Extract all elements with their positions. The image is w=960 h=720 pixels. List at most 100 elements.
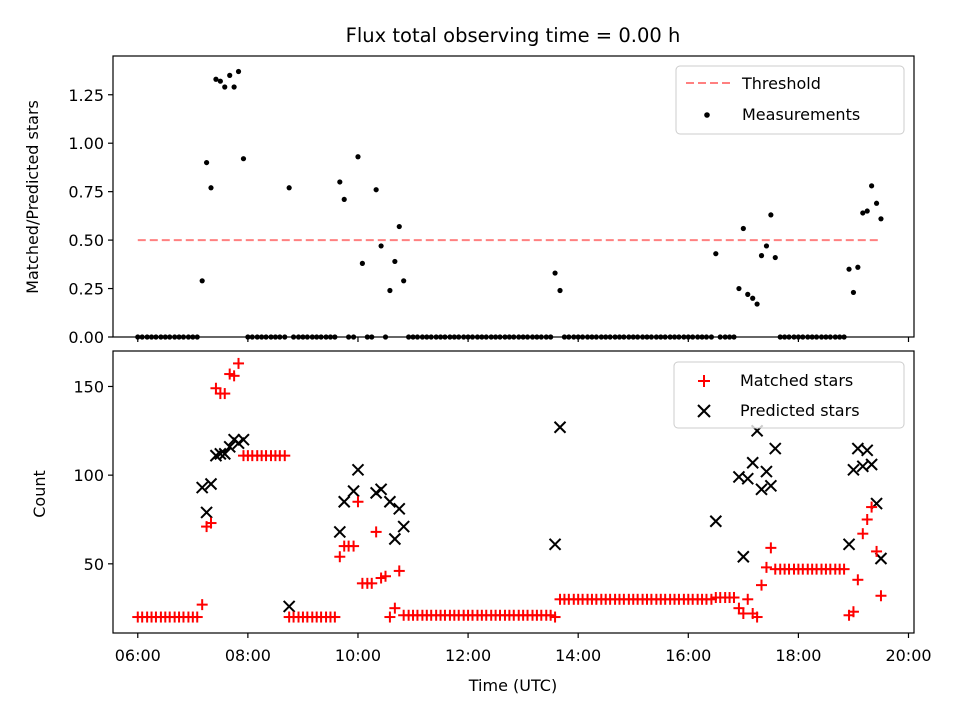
bottom-panel: 50 100 150 06:00 08:00 10:00 12:00 14:00 16:00 18… [30, 350, 932, 695]
x-tick-label: 08:00 [225, 646, 271, 665]
top-y-tick-label: 0.25 [68, 280, 104, 299]
measurement-point [557, 287, 563, 294]
matched-star-point [393, 565, 405, 577]
legend-predicted-label: Predicted stars [740, 401, 860, 420]
measurement-point [227, 72, 233, 78]
matched-star-point [852, 574, 864, 586]
matched-star-point [329, 611, 341, 623]
matched-star-point [370, 526, 382, 538]
predicted-star-point [397, 520, 410, 533]
x-tick-label: 18:00 [775, 646, 821, 665]
bottom-axes: 50 100 150 06:00 08:00 10:00 12:00 14:00 16:00 18… [73, 350, 932, 665]
predicted-star-point [282, 600, 296, 613]
matched-star-point [334, 551, 346, 563]
measurement-point [222, 84, 228, 90]
measurement-point [235, 68, 242, 75]
measurement-point [378, 243, 384, 249]
measurement-point [213, 76, 219, 82]
measurement-point [745, 291, 751, 297]
matched-star-point [380, 570, 392, 582]
predicted-star-point [553, 421, 567, 434]
matched-star-point [205, 517, 217, 529]
measurement-point [750, 295, 756, 301]
top-y-tick-label: 1.25 [68, 86, 104, 105]
matched-star-point [366, 577, 378, 589]
measurement-point [850, 289, 857, 296]
predicted-star-point [755, 483, 768, 496]
matched-star-point [728, 592, 740, 604]
bottom-series [132, 357, 888, 623]
predicted-star-point [760, 465, 773, 478]
measurement-point [758, 253, 765, 259]
measurement-point [355, 154, 361, 160]
measurement-point [855, 264, 861, 270]
chart-title: Flux total observing time = 0.00 h [346, 24, 681, 47]
measurement-point [713, 251, 719, 257]
top-y-axis-label: Matched/Predicted stars [23, 100, 42, 294]
top-axes: 0.00 0.25 0.50 0.75 1.00 1.25 [68, 55, 915, 347]
predicted-star-point [865, 458, 878, 471]
measurement-point [208, 185, 214, 191]
matched-star-point [279, 450, 291, 462]
matched-star-point [866, 501, 878, 513]
predicted-star-point [223, 440, 236, 453]
predicted-star-point [200, 506, 213, 519]
legend-predicted-swatch [697, 404, 711, 418]
bottom-y-tick-label: 50 [84, 555, 104, 574]
predicted-star-point [383, 495, 397, 508]
predicted-star-point [195, 481, 209, 494]
measurement-point [240, 156, 247, 162]
bottom-legend: Matched stars Predicted stars [673, 361, 905, 429]
predicted-star-point [847, 463, 860, 477]
matched-star-point [742, 593, 754, 605]
measurement-point [359, 260, 365, 266]
predicted-star-point [741, 472, 754, 485]
matched-star-point [871, 545, 883, 557]
top-y-tick-label: 0.50 [68, 231, 104, 250]
predicted-star-point [214, 447, 227, 461]
measurement-point [387, 287, 393, 294]
x-tick-label: 20:00 [885, 646, 931, 665]
matched-star-point [847, 606, 859, 618]
x-tick-label: 12:00 [445, 646, 491, 665]
top-y-tick-label: 0.75 [68, 183, 104, 202]
predicted-star-point [374, 483, 388, 496]
top-legend-box [675, 65, 905, 135]
legend-matched-swatch [698, 375, 710, 387]
measurement-point [846, 266, 852, 272]
measurement-point [401, 278, 407, 284]
matched-star-point [756, 579, 768, 591]
predicted-star-point [388, 532, 402, 546]
top-panel: 0.00 0.25 0.50 0.75 1.00 1.25 Threshold Measu… [23, 55, 915, 347]
predicted-star-point [333, 525, 347, 539]
measurement-point [552, 270, 558, 276]
predicted-star-point [204, 477, 218, 491]
predicted-star-point [351, 463, 365, 477]
measurement-point [203, 159, 210, 166]
matched-star-point [751, 611, 763, 623]
legend-matched-label: Matched stars [740, 371, 853, 390]
top-axes-frame [112, 55, 915, 338]
measurement-point [763, 243, 770, 249]
measurement-point [373, 187, 379, 193]
predicted-star-point [769, 442, 782, 455]
measurement-point [860, 210, 866, 216]
matched-star-point [765, 542, 777, 554]
predicted-star-point [746, 456, 759, 469]
measurement-point [772, 254, 778, 261]
measurement-point [736, 285, 742, 292]
top-y-tick-label: 0.00 [68, 328, 104, 347]
matched-star-point [760, 561, 772, 573]
matched-star-point [191, 611, 203, 623]
legend-measurements-swatch [704, 112, 710, 118]
measurement-point [873, 200, 880, 206]
legend-measurements-label: Measurements [742, 105, 860, 124]
measurement-point [754, 301, 760, 307]
measurement-point [199, 278, 205, 284]
matched-star-point [857, 528, 869, 540]
measurement-point [740, 225, 746, 232]
x-tick-label: 14:00 [555, 646, 601, 665]
bottom-axes-frame [112, 350, 915, 634]
matched-star-point [838, 563, 850, 575]
